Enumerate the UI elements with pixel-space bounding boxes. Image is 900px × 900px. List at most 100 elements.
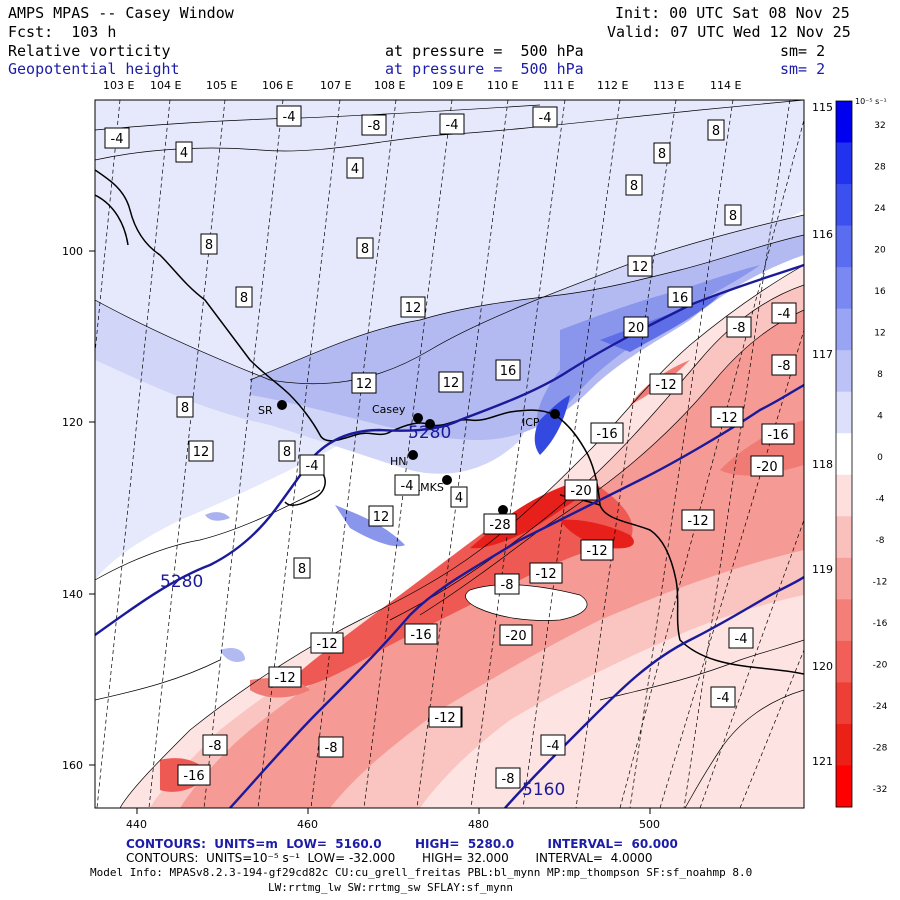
map-figure: 103 E 104 E 105 E 106 E 107 E 108 E 109 E 110 E… [62,79,888,831]
vorticity-label: -4 [710,686,736,708]
vorticity-label: -20 [499,624,533,646]
svg-text:-4: -4 [735,632,748,647]
svg-text:-12: -12 [586,544,607,559]
svg-text:8: 8 [181,401,189,416]
svg-text:12: 12 [405,301,422,316]
svg-text:-8: -8 [368,119,381,134]
meridian-line [522,100,621,808]
longitude-label: 105 E [206,79,237,92]
meridian-line [659,329,804,808]
positive-vorticity-fill [95,100,804,662]
svg-text:-8: -8 [325,741,338,756]
vorticity-label: 12 [627,255,653,277]
vorticity-label: -4 [439,113,465,135]
vorticity-label: -16 [177,764,211,786]
svg-text:4: 4 [455,491,463,506]
vorticity-label: 8 [293,557,311,579]
svg-text:12: 12 [356,377,373,392]
colorbar-label: -28 [873,744,888,754]
vorticity-label: -4 [276,105,302,127]
svg-text:12: 12 [443,376,460,391]
colorbar-label: 28 [874,162,886,172]
svg-text:-4: -4 [306,459,319,474]
svg-text:16: 16 [500,364,517,379]
colorbar-swatch [836,682,852,725]
svg-text:-16: -16 [596,427,617,442]
longitude-label: 110 E [487,79,518,92]
colorbar-label: -12 [873,578,888,588]
svg-text:12: 12 [193,445,210,460]
colorbar-swatch [836,184,852,227]
colorbar-swatch [836,433,852,476]
colorbar-swatch [836,267,852,310]
svg-text:-12: -12 [716,411,737,426]
colorbar-swatch [836,640,852,683]
y-tick-label: 140 [62,588,83,601]
y-tick-label: 120 [62,416,83,429]
station-label-sr: SR [258,404,273,417]
vorticity-label: -8 [202,734,228,756]
field2-name: Geopotential height [8,60,180,78]
x-tick-label: 480 [468,818,489,831]
colorbar-swatch [836,765,852,808]
colorbar: 32 28 24 20 16 12 8 4 0 -4 -8 -12 -16 -20 -24 -28 -32 [835,100,888,808]
x-tick-label: 500 [639,818,660,831]
colorbar-swatch [836,557,852,600]
svg-text:-8: -8 [502,772,515,787]
meridian-line [699,519,804,808]
svg-text:20: 20 [628,321,645,336]
height-label: 5280 [408,423,451,443]
colorbar-swatch [836,723,852,766]
longitude-label: 108 E [374,79,405,92]
vorticity-label: -12 [268,666,302,688]
vorticity-label: -12 [310,632,344,654]
height-contour-info: CONTOURS: UNITS=m LOW= 5160.0 HIGH= 5280… [126,837,678,851]
vorticity-label: -12 [649,373,683,395]
svg-text:-4: -4 [446,118,459,133]
colorbar-swatch [836,142,852,185]
stations: Casey SR HN LMKS ICP [258,400,560,515]
station-marker [442,475,452,485]
meridian-line [470,100,566,808]
vorticity-label: -4 [728,627,754,649]
svg-text:-12: -12 [687,514,708,529]
vorticity-contours [95,100,804,808]
svg-text:-4: -4 [401,479,414,494]
svg-text:-4: -4 [717,691,730,706]
vorticity-label: 12 [351,372,377,394]
vorticity-label: -12 [710,406,744,428]
svg-text:8: 8 [205,238,213,253]
vorticity-label: 16 [495,359,521,381]
vorticity-label: 12 [368,505,394,527]
colorbar-label: -24 [873,702,888,712]
station-label-hn: HN [390,455,407,468]
vorticity-label: -8 [771,354,797,376]
height-labels: 5280 5280 5160 [160,423,565,800]
station-marker [413,413,423,423]
svg-text:-12: -12 [434,711,455,726]
colorbar-label: 20 [874,245,886,255]
plot-title: AMPS MPAS -- Casey Window [8,4,234,22]
colorbar-unit: 10⁻⁵ s⁻¹ [855,97,887,106]
longitude-label: 106 E [262,79,293,92]
vorticity-label: -8 [361,114,387,136]
vorticity-label: 16 [667,286,693,308]
field2-level: at pressure = 500 hPa [385,60,584,78]
forecast-hour: Fcst: 103 h [8,23,117,41]
svg-text:-8: -8 [501,578,514,593]
field2-smoothing: sm= 2 [780,60,826,78]
x-tick-label: 440 [126,818,147,831]
svg-text:8: 8 [361,242,369,257]
plot-area: 5280 5280 5160 Casey SR HN LMKS ICP -4 -4… [95,100,804,808]
colorbar-frame [835,100,853,808]
station-marker [498,505,508,515]
x-tick-label: 460 [297,818,318,831]
vorticity-label: 8 [235,286,253,308]
svg-text:8: 8 [658,147,666,162]
svg-text:8: 8 [283,445,291,460]
svg-text:-4: -4 [111,132,124,147]
svg-text:8: 8 [712,124,720,139]
vorticity-label: -20 [564,479,598,501]
colorbar-label: -20 [873,661,888,671]
